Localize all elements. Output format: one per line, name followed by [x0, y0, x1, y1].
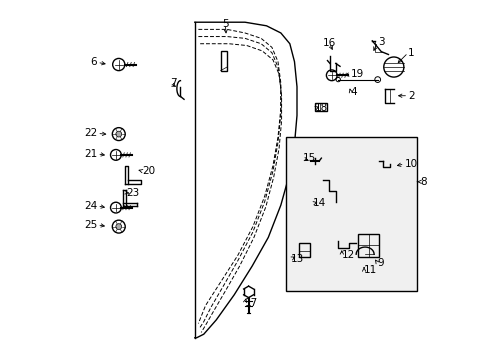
Text: 6: 6: [91, 57, 97, 67]
Bar: [315, 103, 327, 111]
Text: 24: 24: [84, 201, 97, 211]
Text: 20: 20: [142, 166, 155, 176]
Text: 7: 7: [170, 78, 176, 88]
Text: 14: 14: [313, 198, 326, 208]
Circle shape: [116, 224, 122, 230]
Text: 16: 16: [322, 38, 336, 48]
Bar: [286, 137, 417, 291]
Text: 5: 5: [222, 19, 229, 29]
Circle shape: [116, 131, 122, 137]
Text: 9: 9: [378, 258, 384, 268]
Text: 8: 8: [420, 177, 427, 187]
Text: 19: 19: [351, 69, 364, 79]
Bar: [358, 234, 379, 257]
Text: 23: 23: [126, 188, 139, 198]
Text: 1: 1: [408, 48, 415, 58]
Text: 22: 22: [84, 129, 97, 138]
Text: 13: 13: [291, 254, 304, 264]
Text: 12: 12: [342, 250, 355, 260]
Text: 21: 21: [84, 149, 97, 159]
Text: 4: 4: [351, 87, 357, 97]
Bar: [220, 51, 227, 71]
Text: 2: 2: [408, 91, 415, 101]
Text: 18: 18: [315, 103, 328, 113]
Text: 25: 25: [84, 220, 97, 230]
Text: 3: 3: [378, 37, 384, 47]
Text: 17: 17: [245, 298, 258, 308]
Text: 15: 15: [302, 153, 316, 163]
Text: 11: 11: [364, 265, 377, 275]
Bar: [299, 243, 310, 257]
Text: 10: 10: [405, 159, 417, 169]
